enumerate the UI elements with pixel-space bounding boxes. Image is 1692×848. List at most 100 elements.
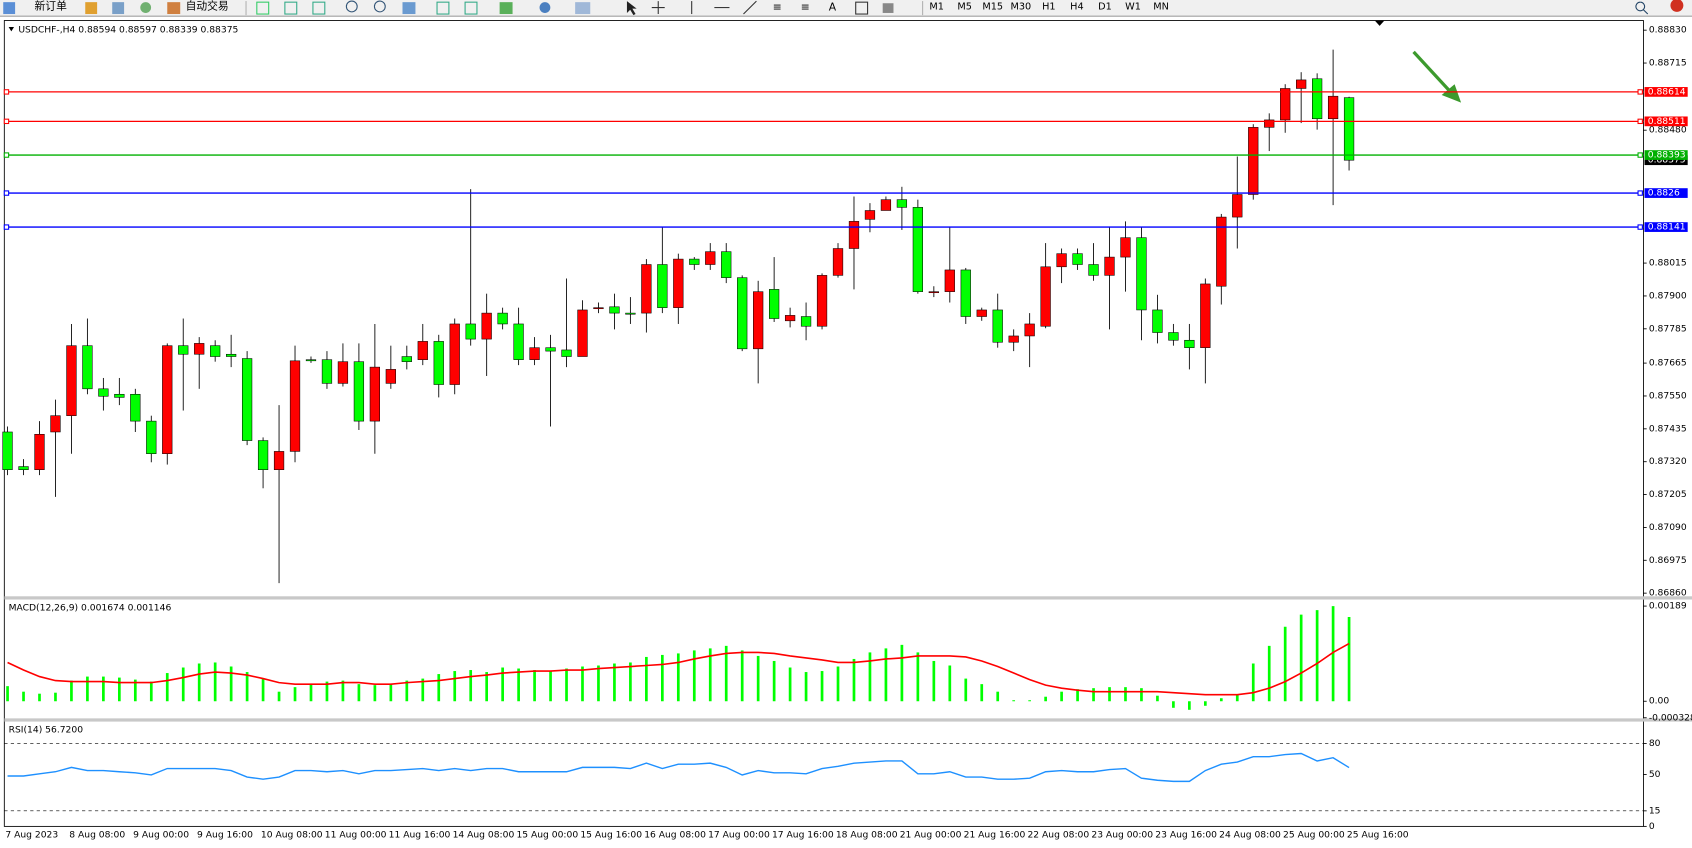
candle-body [800,316,812,327]
candle-body [753,291,764,350]
x-tick-label: 15 Aug 16:00 [580,830,642,841]
y-tick-label: 15 [1649,805,1661,816]
current-price-box [1644,155,1688,166]
toolbar-icon[interactable] [112,2,125,15]
toolbar-icon[interactable] [436,1,450,15]
candle-body [114,393,125,398]
indicators[interactable] [499,2,513,15]
candle-body [1152,309,1163,333]
timeframe-button[interactable]: H4 [1070,1,1083,12]
line-handle[interactable] [1637,224,1643,230]
timeframe-button[interactable]: W1 [1125,1,1141,12]
line-handle[interactable] [1637,89,1643,95]
y-tick-label: -0.000328 [1649,712,1692,723]
y-tick-label: 0.87900 [1649,290,1687,301]
toolbar-icon[interactable] [464,1,478,15]
timeframe-button[interactable]: H1 [1042,1,1055,12]
line-price-label: 0.88393 [1648,150,1686,161]
crosshair-tool[interactable] [651,1,665,15]
annotation-arrowhead [1441,84,1462,103]
candle-body [50,415,61,433]
templates[interactable] [575,2,591,15]
new-order-button[interactable]: 新订单 [35,0,68,12]
candle-body [1072,253,1083,265]
label-tool[interactable] [855,1,869,15]
line-price-label: 0.88141 [1648,222,1686,233]
timeframe-button[interactable]: D1 [1098,1,1112,12]
candle-body [401,356,412,362]
line-handle[interactable] [3,152,10,158]
candle-body [82,345,93,390]
x-tick-label: 14 Aug 08:00 [453,830,515,841]
text-tool[interactable]: A [829,1,837,14]
annotation-arrow [1412,50,1454,96]
candle-body [1168,332,1179,341]
candle-body [1120,237,1131,258]
cursor-tool[interactable] [626,1,637,16]
candle-body [577,309,588,357]
line-handle[interactable] [1637,152,1643,158]
x-tick-label: 23 Aug 00:00 [1091,830,1153,841]
candle-body [34,433,45,470]
line-handle[interactable] [3,224,10,230]
timeframe-button[interactable]: M15 [982,1,1003,12]
toolbar-icon[interactable] [312,1,326,15]
timeframe-button[interactable]: M5 [957,1,972,12]
candle-body [178,345,189,355]
candle-body [449,323,460,385]
candle-body [673,258,684,308]
line-handle[interactable] [1637,190,1643,196]
timeframe-button[interactable]: M30 [1010,1,1031,12]
candle-body [353,361,365,422]
x-tick-label: 17 Aug 00:00 [708,830,770,841]
toolbar: 新订单 自动交易 ≡ ≡ A [0,0,1692,17]
candle-body [609,306,620,314]
trendline-tool[interactable] [743,0,757,15]
candle-body [832,248,844,276]
line-handle[interactable] [3,89,10,95]
timeframe-button[interactable]: M1 [929,1,944,12]
line-price-box [1644,116,1688,127]
notifications[interactable] [1670,0,1684,12]
candle-body [257,440,269,470]
candle-body [737,277,748,350]
zoom-out[interactable] [373,0,386,13]
tile-windows[interactable] [402,2,416,15]
zoom-in[interactable] [345,0,358,13]
chart-menu-marker [8,27,15,32]
rsi-line [7,752,1350,783]
candle-body [896,199,908,208]
candle-body [289,360,301,452]
toolbar-bg [0,0,1692,17]
new-order-icon[interactable] [3,2,16,15]
candle-body [593,307,604,310]
auto-trading-button[interactable]: 自动交易 [186,0,229,12]
toolbar-icon[interactable] [256,1,270,15]
line-handle[interactable] [3,118,10,125]
periods[interactable] [539,2,551,13]
timeframe-button[interactable]: MN [1153,1,1169,12]
shapes-tool[interactable] [882,3,894,13]
toolbar-icon[interactable] [85,2,98,15]
candle-body [976,309,987,317]
fibo-tool[interactable]: ≡ [801,1,810,14]
candle-body [721,251,732,278]
toolbar-icon[interactable] [284,1,298,15]
line-handle[interactable] [3,190,10,196]
y-tick-label: 0.00 [1649,696,1670,707]
panel-separator [4,596,1692,600]
y-tick-label: 0.87090 [1649,522,1687,533]
y-tick-label: 0.88480 [1649,125,1687,136]
line-handle[interactable] [1637,118,1643,125]
candle-body [960,269,971,317]
candle-body [162,345,173,454]
candle-body [1248,127,1259,195]
auto-trading-icon[interactable] [167,2,181,15]
toolbar-icon[interactable] [140,2,152,13]
candle-body [98,388,109,397]
channel-tool[interactable]: ≡ [773,1,782,14]
candle-body [912,207,923,292]
search[interactable] [1635,1,1649,15]
x-tick-label: 21 Aug 16:00 [964,830,1026,841]
